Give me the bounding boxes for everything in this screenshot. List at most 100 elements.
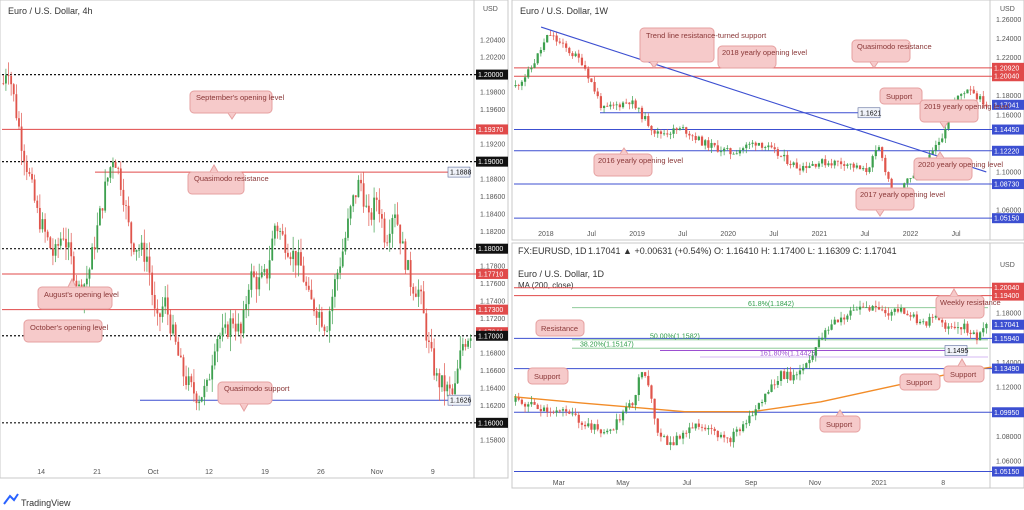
p1-candle [448, 384, 451, 389]
p2-level-tag [992, 71, 1024, 82]
p2-candle [738, 150, 742, 154]
p2-candle [574, 53, 577, 57]
p3-candle [798, 370, 802, 375]
p2-level-tag [992, 99, 1024, 110]
p3-xtick: 2021 [871, 480, 887, 487]
p2-candle [615, 104, 618, 106]
p1-candle [289, 256, 292, 260]
p1-level-tag-label: 1.17000 [478, 333, 503, 340]
p2-xtick: 2018 [538, 231, 554, 238]
panel-1d-ohlc: 1.17041 ▲ +0.00631 (+0.54%) O: 1.16410 H… [588, 246, 897, 256]
p1-candle [232, 318, 234, 324]
p1-level-tag-label: 1.20000 [478, 72, 503, 79]
p1-candle [182, 357, 185, 377]
p2-ytick: 1.26000 [996, 17, 1021, 24]
p1-candle [438, 373, 441, 388]
p3-candle [514, 397, 517, 402]
p3-xtick: May [616, 480, 630, 487]
svg-text:2020 yearly opening level: 2020 yearly opening level [918, 160, 1003, 169]
p1-ytick: 1.17600 [480, 281, 505, 288]
p3-ytick: 1.18000 [996, 310, 1021, 317]
p2-candle [691, 135, 694, 137]
p1-candle [250, 271, 253, 290]
p1-candle [414, 293, 417, 297]
p2-candle [561, 42, 565, 44]
p2-candle [723, 148, 726, 152]
p3-candle [858, 306, 862, 310]
p1-ytick: 1.18800 [480, 177, 505, 184]
p3-candle [688, 427, 691, 434]
p1-candle [28, 172, 31, 174]
p3-level-tag-label: 1.20040 [994, 285, 1019, 292]
p1-candle [242, 309, 245, 334]
p1-candle [5, 75, 7, 84]
p2-candle [640, 107, 644, 120]
p2-candle [947, 119, 950, 129]
p2-candle [985, 104, 988, 107]
p1-candle [260, 272, 263, 278]
annotation-2020-yearly: 2020 yearly opening level [913, 151, 1003, 181]
p3-candle [694, 423, 697, 429]
annotation-weekly-resistance: Weekly resistance [935, 287, 1001, 319]
p1-level-tag [476, 417, 508, 428]
p2-candle [770, 145, 773, 148]
p2-candle [656, 131, 659, 134]
p1-ytick: 1.18600 [480, 194, 505, 201]
p1-candle [292, 250, 295, 260]
p1-candle [70, 242, 73, 257]
p1-candle [318, 312, 321, 318]
p1-candle [294, 250, 297, 266]
p1-candle [255, 276, 258, 290]
p1-candle [166, 297, 169, 315]
p2-candle [555, 35, 558, 42]
p2-candle [681, 127, 685, 129]
p2-candle [969, 89, 972, 91]
tradingview-logo[interactable]: TradingView [3, 493, 71, 508]
p2-xtick: 2021 [812, 231, 828, 238]
p2-ytick: 1.18000 [996, 93, 1021, 100]
p1-candle [146, 256, 148, 262]
p3-level-tag [992, 407, 1024, 418]
p3-candle [546, 407, 549, 412]
p1-candle [441, 375, 443, 388]
p2-candle [628, 102, 631, 105]
p3-fib-label: 38.20%(1.15147) [580, 342, 634, 349]
p2-candle [659, 131, 663, 134]
p3-xtick: Nov [809, 480, 822, 487]
p1-candle [459, 350, 462, 369]
p3-level-tag [992, 363, 1024, 374]
p2-candle [805, 165, 808, 169]
p1-candle [114, 161, 117, 168]
p1-candle [381, 214, 383, 219]
p1-candle [354, 195, 357, 198]
panel-1d-title: Euro / U.S. Dollar, 1D [518, 269, 605, 279]
p1-level-tag [476, 330, 508, 341]
p1-candle [127, 205, 130, 223]
p1-candle [245, 304, 248, 310]
p3-candle [678, 435, 682, 439]
p1-candle [341, 251, 344, 267]
p3-candle [653, 398, 656, 419]
p2-candle [568, 47, 571, 54]
p1-candle [221, 327, 224, 336]
annotation-resistance-1d: Resistance [535, 319, 585, 337]
p3-candle [862, 306, 865, 308]
p1-ytick: 1.17400 [480, 298, 505, 305]
p2-xtick: 2020 [720, 231, 736, 238]
p1-candle [412, 286, 415, 294]
p2-candle [669, 133, 672, 135]
p1-candle [456, 368, 459, 384]
p1-xtick: 12 [205, 469, 213, 476]
p1-candle [247, 289, 250, 305]
p3-box [944, 345, 968, 356]
p1-candle [91, 247, 93, 270]
p1-candle [75, 280, 78, 287]
p3-candle [517, 397, 520, 400]
p3-candle [704, 427, 707, 430]
p2-candle [542, 42, 546, 50]
p1-candle [287, 252, 289, 257]
p1-candle [352, 195, 355, 207]
p2-candle [558, 41, 561, 43]
p1-candle [240, 323, 242, 334]
svg-text:Support: Support [886, 92, 913, 101]
